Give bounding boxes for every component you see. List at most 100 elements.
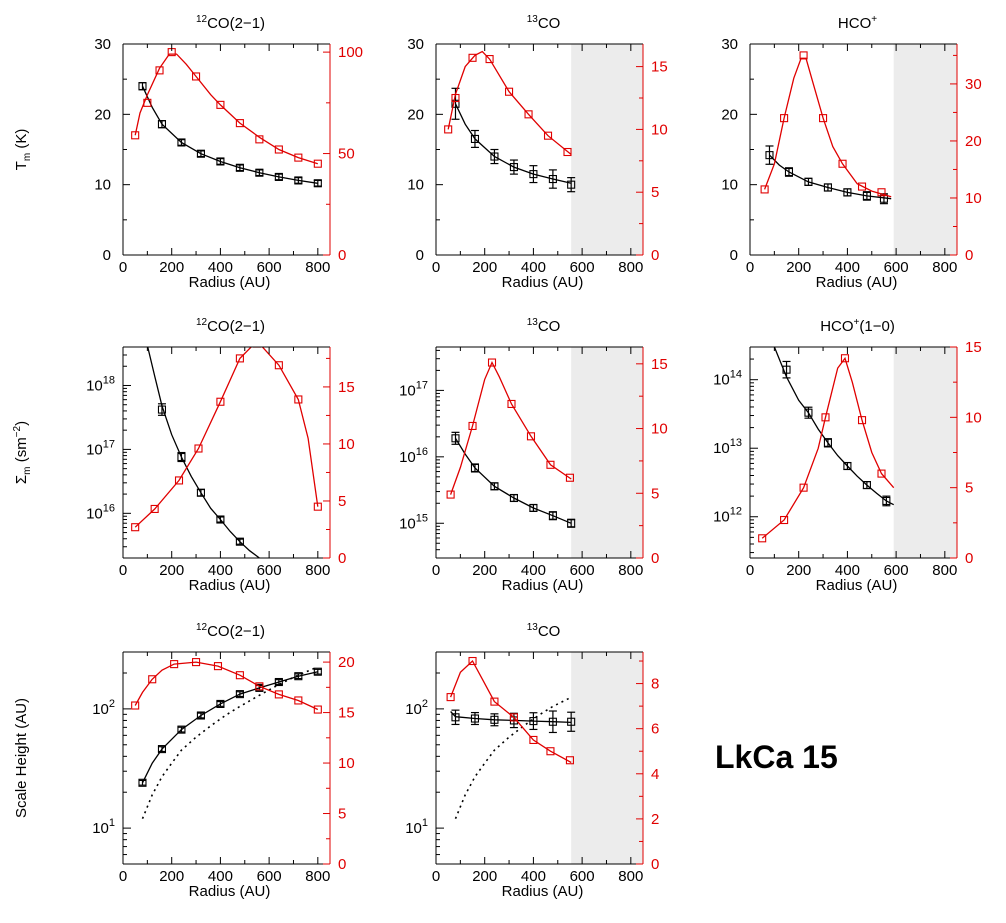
panel-title: 13CO	[527, 317, 561, 335]
masked-region	[571, 347, 643, 558]
model-curve	[449, 659, 572, 764]
row-ylabel-sub: m	[22, 153, 33, 161]
data-point	[548, 511, 557, 520]
y-tick-label: 1017	[399, 379, 428, 399]
x-tick-label: 200	[786, 562, 811, 579]
x-axis-label: Radius (AU)	[502, 274, 584, 291]
y-tick-label: 1017	[86, 438, 115, 458]
y-tick-label: 0	[103, 247, 111, 264]
secondary-point	[274, 361, 283, 370]
y2-tick-label: 5	[338, 493, 346, 510]
secondary-point	[444, 125, 453, 134]
secondary-point	[313, 705, 322, 714]
y-tick-label: 1016	[399, 446, 428, 466]
panel-title: 12CO(2−1)	[196, 317, 265, 335]
panel-0-1: 0 200 400 600 800 Radius (AU) 0 10 20 30 0 5 10 15 13C…	[407, 14, 667, 291]
secondary-point	[255, 682, 264, 691]
y2-tick-label: 0	[338, 550, 346, 567]
x-axis-label: Radius (AU)	[189, 883, 271, 900]
x-tick-label: 600	[884, 562, 909, 579]
x-tick-label: 0	[119, 259, 127, 276]
y-tick-label: 1016	[86, 502, 115, 522]
secondary-point	[780, 515, 789, 525]
secondary-point	[294, 395, 303, 404]
model-curve	[769, 154, 892, 200]
y-tick-label: 101	[92, 817, 115, 837]
plot-area	[760, 51, 892, 205]
secondary-point	[468, 656, 477, 666]
data-point	[529, 170, 538, 179]
secondary-point	[760, 185, 769, 194]
y2-tick-label: 15	[338, 379, 355, 396]
x-tick-label: 400	[208, 259, 233, 276]
data-point	[882, 496, 891, 506]
secondary-point	[838, 159, 847, 168]
row-ylabel-sup: −2	[12, 425, 23, 437]
y2-tick-label: 0	[651, 247, 659, 264]
data-point	[567, 180, 576, 189]
y-tick-label: 20	[407, 106, 424, 123]
row-ylabel-unit: (sm	[13, 437, 30, 466]
panel-0-0: 0 200 400 600 800 Radius (AU) 0 10 20 30 0 50 100 12C…	[94, 14, 363, 291]
y2-tick-label: 0	[965, 550, 973, 567]
secondary-point	[194, 444, 203, 453]
secondary-point	[451, 93, 460, 103]
secondary-point	[252, 347, 261, 348]
plot-area	[446, 358, 576, 528]
data-point	[294, 672, 303, 681]
y-tick-label: 102	[92, 698, 115, 718]
model-curve	[454, 437, 572, 524]
y2-tick-label: 0	[651, 550, 659, 567]
secondary-point	[526, 432, 536, 441]
plot-area	[131, 658, 322, 820]
data-point	[255, 168, 264, 177]
dotted-curve	[454, 696, 572, 820]
secondary-point	[485, 55, 494, 64]
secondary-point	[490, 697, 499, 706]
data-point	[235, 163, 244, 172]
x-tick-label: 600	[257, 562, 282, 579]
data-point	[216, 157, 225, 166]
x-axis-label: Radius (AU)	[816, 274, 898, 291]
secondary-point	[799, 483, 808, 492]
data-point	[470, 714, 480, 723]
model-curve	[134, 347, 319, 528]
x-tick-label: 800	[305, 562, 330, 579]
model-curve	[147, 347, 260, 558]
secondary-point	[143, 98, 152, 107]
secondary-point	[563, 147, 572, 157]
row-ylabel-unit: (K)	[13, 129, 30, 153]
x-tick-label: 0	[119, 868, 127, 885]
data-point	[509, 493, 518, 503]
data-point	[784, 167, 794, 177]
secondary-point	[213, 662, 223, 671]
secondary-point	[313, 159, 322, 168]
y-tick-label: 1018	[86, 374, 115, 394]
secondary-point	[507, 399, 516, 409]
data-point	[548, 717, 557, 726]
x-tick-label: 600	[257, 868, 282, 885]
secondary-point	[192, 658, 201, 667]
secondary-point	[294, 153, 303, 162]
x-tick-label: 0	[746, 259, 754, 276]
data-point	[157, 745, 167, 754]
data-point	[235, 537, 244, 546]
y-tick-label: 101	[405, 817, 428, 837]
data-point	[451, 434, 460, 443]
panel-title: HCO+(1−0)	[820, 317, 895, 335]
data-point	[843, 461, 852, 471]
y-tick-label: 30	[407, 36, 424, 53]
data-point	[451, 713, 460, 722]
x-tick-label: 400	[208, 562, 233, 579]
x-tick-label: 400	[521, 259, 546, 276]
y2-tick-label: 20	[965, 133, 982, 150]
data-point	[567, 717, 576, 726]
row-labels: Tm (K) Σm (sm−2) Scale Height (AU)	[12, 129, 33, 818]
data-point	[177, 138, 186, 147]
secondary-point	[840, 354, 850, 363]
object-label: LkCa 15	[715, 739, 838, 775]
secondary-point	[192, 72, 201, 81]
data-point	[490, 482, 499, 491]
